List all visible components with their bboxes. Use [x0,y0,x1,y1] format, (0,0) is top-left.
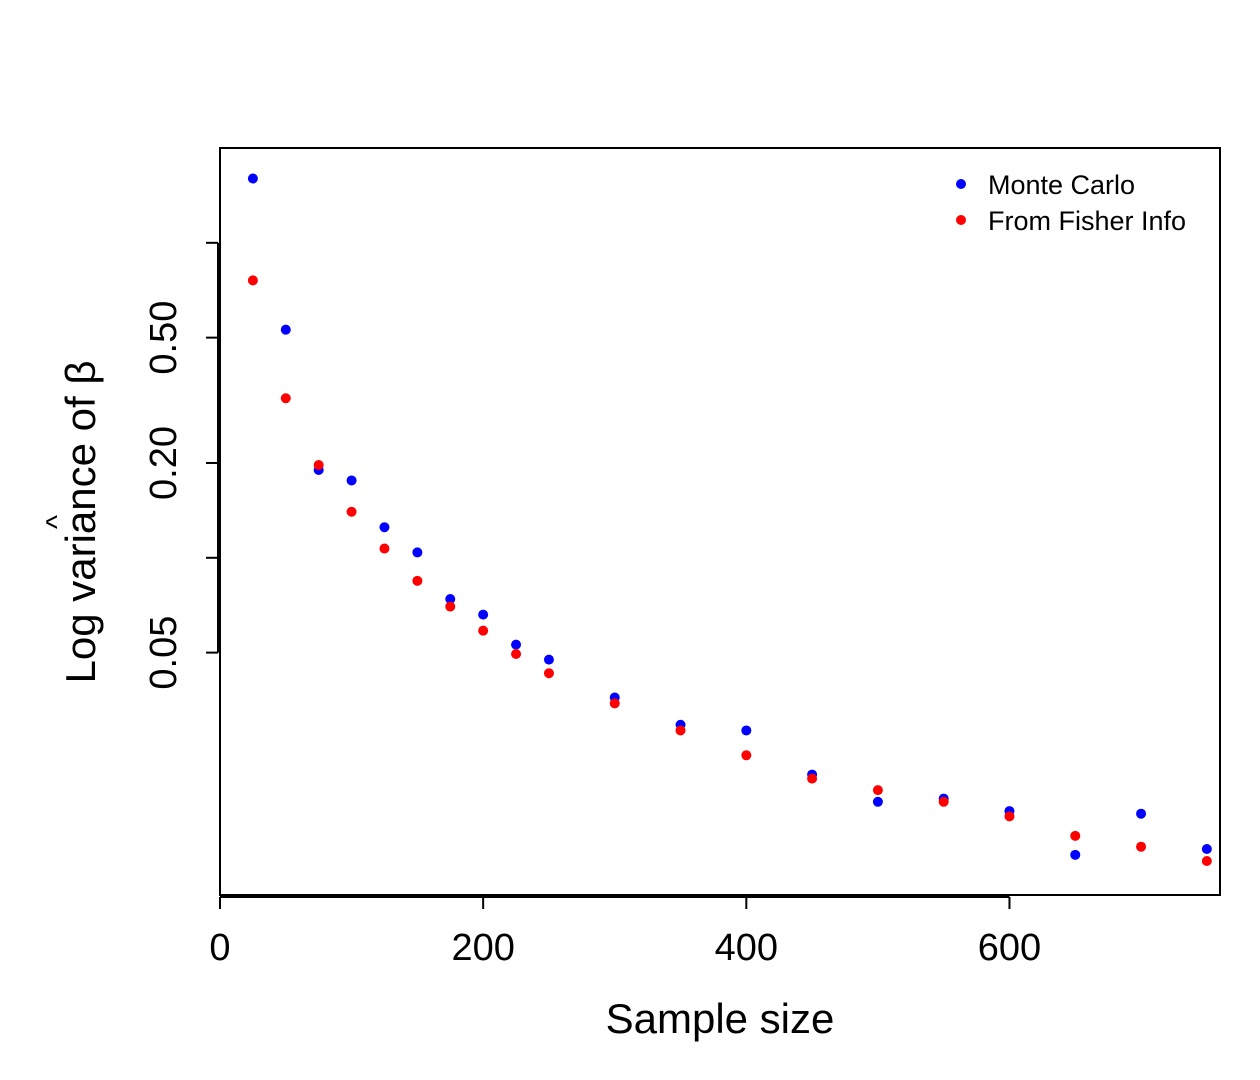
legend-label: From Fisher Info [988,206,1186,236]
y-axis-title: Log variance of β ^ [41,360,104,683]
monte-carlo-point [379,522,390,533]
fisher-info-point [1070,830,1081,841]
fisher-info-point [445,601,456,612]
monte-carlo-point [280,324,291,335]
monte-carlo-point [1201,843,1212,854]
fisher-info-point [872,785,883,796]
legend-label: Monte Carlo [988,170,1135,200]
monte-carlo-point [445,593,456,604]
y-axis: 0.05 0.20 0.50 [143,241,219,690]
monte-carlo-point [511,639,522,650]
x-axis-title: Sample size [606,995,835,1042]
fisher-info-point [412,575,423,586]
x-tick-label: 0 [209,927,230,969]
fisher-info-point [478,625,489,636]
y-axis-title-hat: ^ [41,515,74,529]
y-tick-label: 0.05 [143,616,185,690]
x-tick-label: 400 [715,927,778,969]
legend-marker [956,215,966,225]
monte-carlo-point [247,173,258,184]
x-axis: 0 200 400 600 [209,896,1041,969]
x-tick-label: 200 [451,927,514,969]
y-axis-title-symbol: β [57,360,104,384]
plot-frame [219,147,1221,896]
fisher-info-point [280,393,291,404]
fisher-info-point [346,506,357,517]
monte-carlo-point [741,725,752,736]
svg-text:Log variance of β: Log variance of β [57,360,104,683]
fisher-info-point [938,796,949,807]
fisher-info-point [741,750,752,761]
fisher-info-point [1136,841,1147,852]
fisher-info-point [313,460,324,471]
monte-carlo-point [1070,849,1081,860]
y-axis-title-text: Log variance of [57,385,104,684]
monte-carlo-point [543,654,554,665]
y-tick-label: 0.50 [143,301,185,375]
fisher-info-point [247,275,258,286]
fisher-info-point [379,543,390,554]
fisher-info-point [675,725,686,736]
data-points [247,173,1212,866]
fisher-info-point [511,648,522,659]
monte-carlo-point [478,609,489,620]
legend-marker [956,179,966,189]
fisher-info-point [1004,811,1015,822]
x-tick-label: 600 [978,927,1041,969]
monte-carlo-point [1136,808,1147,819]
fisher-info-point [543,668,554,679]
fisher-info-point [1201,855,1212,866]
monte-carlo-point [872,796,883,807]
fisher-info-point [609,698,620,709]
fisher-info-point [807,773,818,784]
monte-carlo-point [412,547,423,558]
legend: Monte Carlo From Fisher Info [956,170,1186,236]
y-tick-label: 0.20 [143,426,185,500]
monte-carlo-point [346,475,357,486]
